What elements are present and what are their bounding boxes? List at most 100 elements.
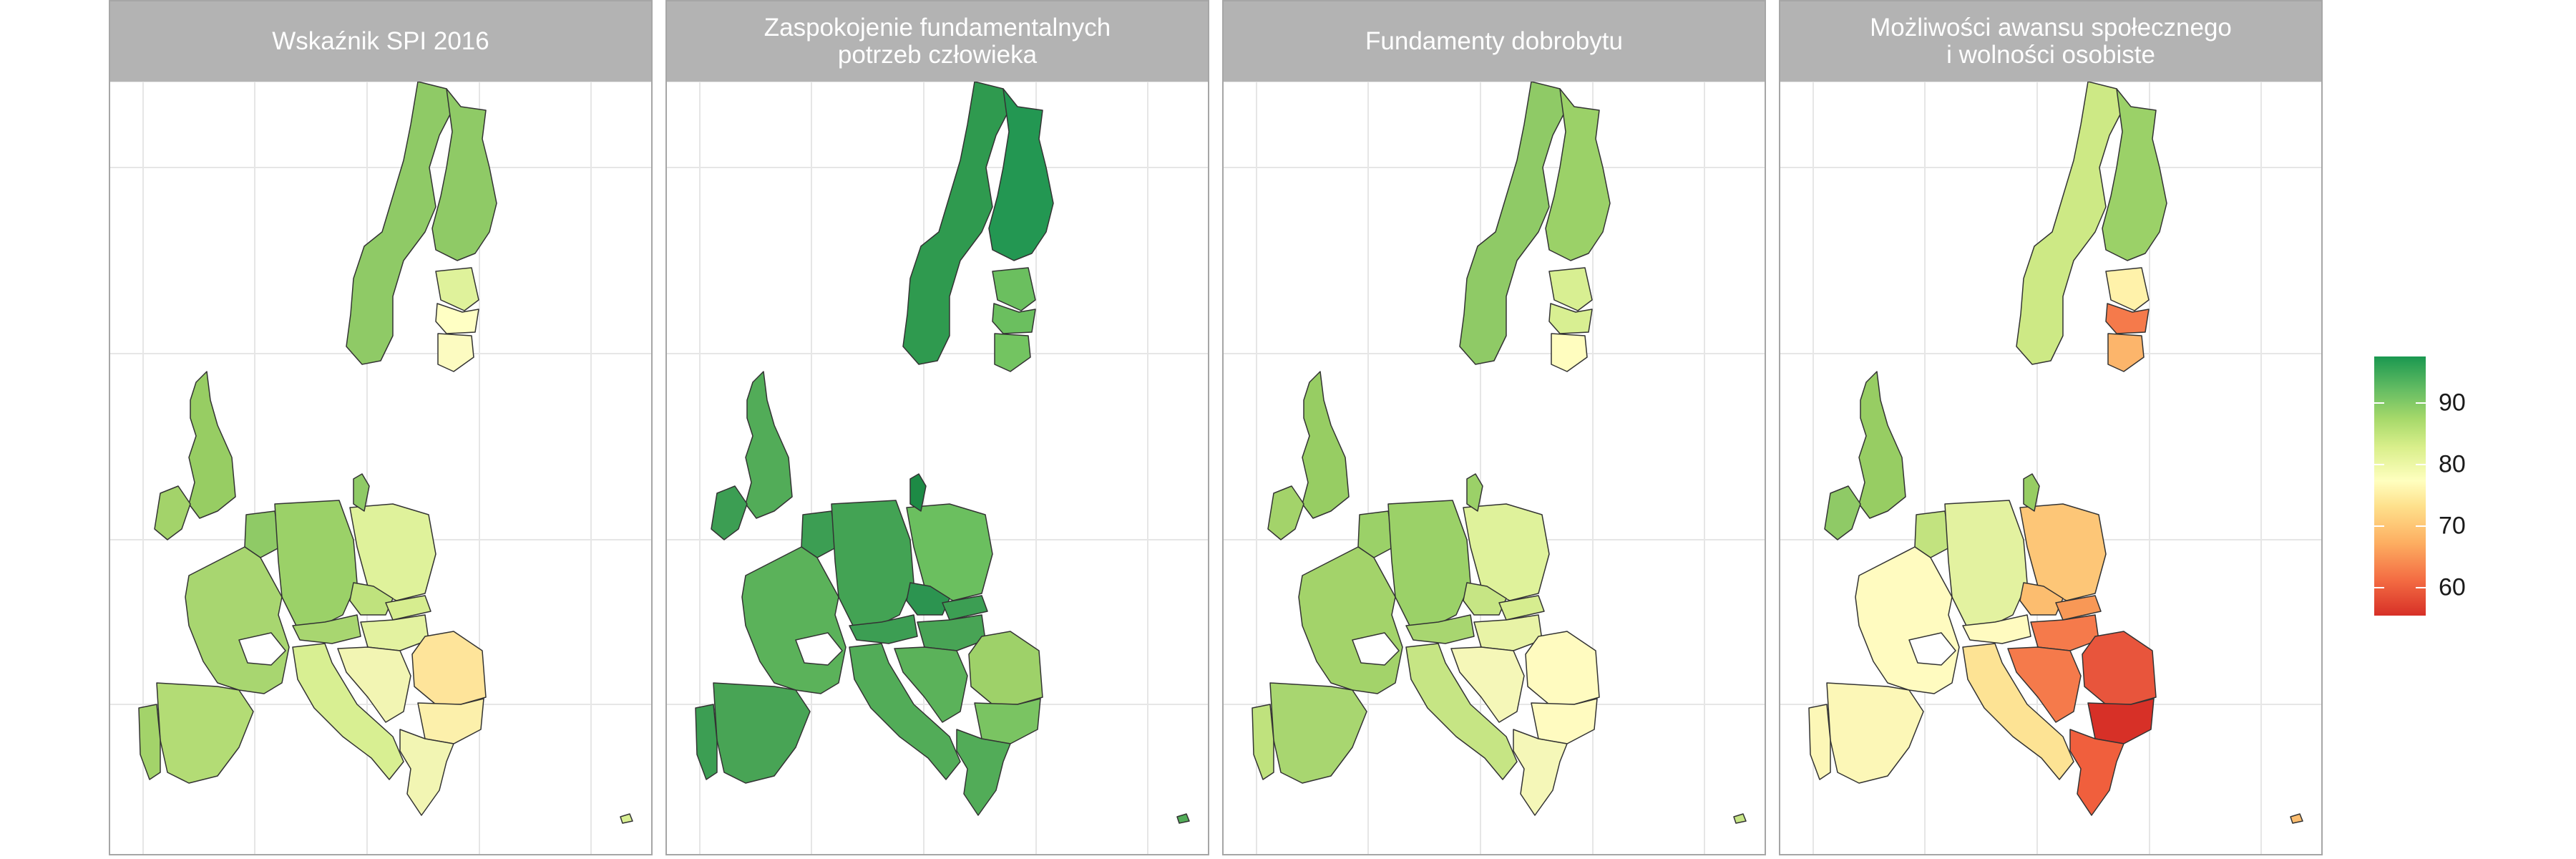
europe-map [667, 82, 1208, 854]
region-austria [849, 614, 918, 644]
region-bulgaria [1531, 698, 1598, 744]
region-france [1298, 546, 1403, 694]
region-baltic_n [1548, 267, 1593, 311]
region-baltic_n [435, 267, 479, 311]
region-italy [1405, 643, 1518, 780]
region-greece [399, 729, 454, 816]
region-bulgaria [974, 698, 1041, 744]
region-ireland [154, 485, 191, 540]
region-italy [292, 643, 404, 780]
map-area [667, 82, 1208, 854]
map-area [1224, 82, 1765, 854]
region-denmark [909, 473, 927, 512]
panel-title: Fundamenty dobrobytu [1224, 1, 1765, 82]
region-germany [831, 500, 914, 626]
region-benelux [1357, 510, 1395, 558]
region-baltic_s [994, 333, 1031, 372]
region-denmark [2023, 473, 2040, 512]
map-panel-1: Wskaźnik SPI 2016 [109, 0, 653, 855]
region-nordic [1459, 82, 1566, 365]
region-balkans [1450, 646, 1525, 723]
legend-tick-label: 70 [2439, 512, 2466, 540]
region-baltic_n [992, 267, 1036, 311]
region-slovakia [942, 595, 988, 621]
region-baltic_m [435, 303, 479, 334]
region-uk [745, 371, 793, 519]
panel-title: Zaspokojenie fundamentalnych potrzeb czł… [667, 1, 1208, 82]
region-malta [1733, 813, 1747, 824]
map-panel-4: Możliwości awansu społecznego i wolności… [1779, 0, 2323, 855]
region-czech [2019, 582, 2064, 616]
region-slovakia [1498, 595, 1545, 621]
region-ireland [1267, 485, 1304, 540]
region-malta [2290, 813, 2303, 824]
region-baltic_m [2105, 303, 2150, 334]
region-uk [1858, 371, 1906, 519]
region-greece [2069, 729, 2124, 816]
region-uk [188, 371, 236, 519]
region-finland [1545, 88, 1611, 261]
region-baltic_n [2105, 267, 2150, 311]
region-slovakia [385, 595, 431, 621]
region-italy [1962, 643, 2074, 780]
region-iberia [713, 682, 811, 784]
region-iberia [1826, 682, 1924, 784]
region-finland [2102, 88, 2167, 261]
region-ireland [711, 485, 748, 540]
map-panel-3: Fundamenty dobrobytu [1222, 0, 1766, 855]
color-legend: 90 80 70 60 [2374, 356, 2482, 621]
region-czech [906, 582, 950, 616]
region-romania [2082, 631, 2157, 705]
region-france [185, 546, 290, 694]
region-france [1855, 546, 1960, 694]
region-greece [956, 729, 1011, 816]
region-nordic [902, 82, 1010, 365]
region-uk [1302, 371, 1350, 519]
region-iberia [1269, 682, 1367, 784]
region-nordic [2016, 82, 2123, 365]
region-germany [274, 500, 358, 626]
region-denmark [353, 473, 370, 512]
region-baltic_m [992, 303, 1036, 334]
region-baltic_m [1548, 303, 1593, 334]
region-austria [1405, 614, 1475, 644]
legend-color-bar [2374, 356, 2426, 616]
region-poland [349, 503, 436, 601]
region-nordic [346, 82, 453, 365]
region-balkans [2007, 646, 2082, 723]
legend-tick-label: 60 [2439, 573, 2466, 601]
region-balkans [337, 646, 411, 723]
region-portugal [695, 704, 718, 780]
panel-title: Wskaźnik SPI 2016 [110, 1, 651, 82]
region-bulgaria [417, 698, 484, 744]
region-germany [1387, 500, 1471, 626]
region-swiss [1908, 632, 1956, 666]
region-france [741, 546, 847, 694]
region-czech [349, 582, 394, 616]
region-denmark [1466, 473, 1483, 512]
region-swiss [1352, 632, 1400, 666]
region-benelux [244, 510, 281, 558]
region-ireland [1824, 485, 1861, 540]
region-italy [849, 643, 961, 780]
region-romania [1525, 631, 1600, 705]
region-finland [431, 88, 497, 261]
region-greece [1513, 729, 1568, 816]
region-iberia [156, 682, 254, 784]
region-balkans [894, 646, 968, 723]
region-baltic_s [437, 333, 474, 372]
region-slovakia [2055, 595, 2102, 621]
region-poland [906, 503, 993, 601]
region-romania [968, 631, 1043, 705]
region-baltic_s [1551, 333, 1588, 372]
region-swiss [795, 632, 843, 666]
region-portugal [1252, 704, 1274, 780]
region-malta [1176, 813, 1190, 824]
region-bulgaria [2087, 698, 2155, 744]
region-germany [1944, 500, 2028, 626]
legend-tick-label: 80 [2439, 450, 2466, 478]
region-benelux [1914, 510, 1951, 558]
panel-title: Możliwości awansu społecznego i wolności… [1780, 1, 2321, 82]
region-swiss [238, 632, 286, 666]
region-poland [2019, 503, 2107, 601]
